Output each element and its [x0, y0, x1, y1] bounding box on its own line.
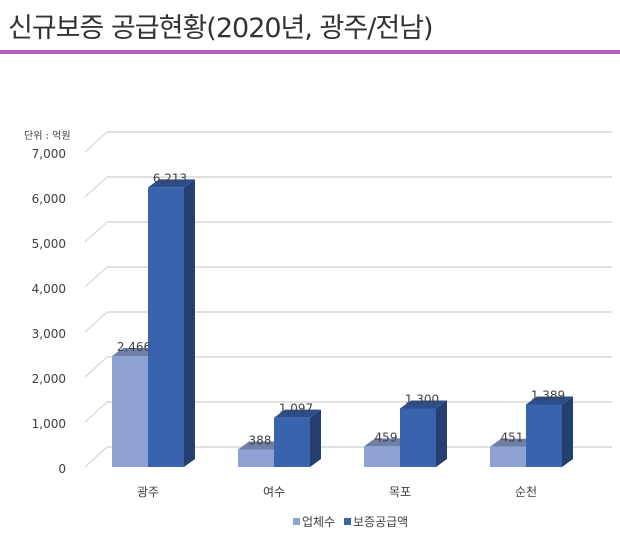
y-tick-label: 5,000 [32, 237, 66, 251]
grid-diagonal [84, 176, 108, 198]
bar-top [148, 179, 195, 188]
legend-swatch [293, 518, 300, 525]
x-tick-label: 순천 [515, 484, 537, 499]
grid-diagonal [84, 221, 108, 243]
bar [400, 408, 436, 467]
legend-label: 업체수 [302, 515, 335, 529]
bar [148, 187, 184, 468]
bar-top [364, 438, 411, 447]
bar-top [238, 441, 285, 450]
data-label: 6,213 [153, 171, 187, 185]
bar [526, 404, 562, 467]
data-label: 1,300 [405, 393, 439, 407]
bar-top [112, 348, 159, 357]
page-title: 신규보증 공급현황(2020년, 광주/전남) [8, 13, 434, 44]
bar-side [562, 396, 573, 467]
bar [112, 356, 148, 467]
y-tick-label: 3,000 [32, 327, 66, 341]
y-tick-label: 4,000 [32, 282, 66, 296]
y-tick-label: 1,000 [32, 417, 66, 431]
unit-label: 단위 : 억원 [24, 129, 71, 142]
y-tick-label: 6,000 [32, 192, 66, 206]
data-label: 2,466 [117, 340, 151, 354]
data-label: 459 [375, 430, 398, 444]
bar-top [400, 400, 447, 409]
x-tick-label: 목포 [389, 485, 411, 499]
bar [274, 417, 310, 467]
bar-top [274, 409, 321, 418]
legend-swatch [344, 518, 351, 525]
data-label: 1,389 [531, 388, 565, 402]
title-divider [0, 50, 620, 54]
grid-diagonal [84, 356, 108, 378]
grid-diagonal [84, 131, 108, 153]
bar [364, 446, 400, 467]
bar-top [526, 396, 573, 405]
grid-diagonal [84, 266, 108, 288]
grid-diagonal [84, 311, 108, 333]
data-label: 388 [249, 434, 272, 448]
y-tick-label: 2,000 [32, 372, 66, 386]
data-label: 451 [501, 431, 524, 445]
x-tick-label: 여수 [263, 485, 285, 499]
bar [490, 446, 526, 467]
legend-label: 보증공급액 [353, 515, 408, 529]
grid-diagonal [84, 446, 108, 468]
data-label: 1,097 [279, 402, 313, 416]
y-tick-label: 7,000 [32, 147, 66, 161]
grid-diagonal [84, 401, 108, 423]
bar [238, 449, 274, 467]
bar-side [436, 400, 447, 467]
bar-side [310, 409, 321, 467]
y-tick-label: 0 [58, 462, 66, 476]
x-tick-label: 광주 [137, 485, 159, 499]
bar-side [184, 179, 195, 468]
bar-top [490, 438, 537, 447]
